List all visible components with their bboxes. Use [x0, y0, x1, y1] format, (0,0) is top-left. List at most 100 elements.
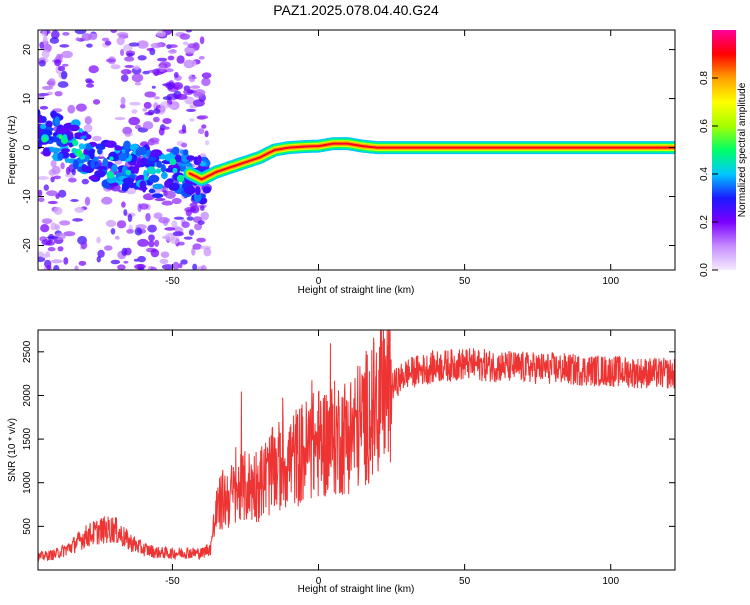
signal-peak — [79, 153, 86, 160]
noise-blob — [84, 196, 91, 206]
noise-blob — [110, 64, 121, 70]
noise-blob — [96, 156, 105, 159]
noise-blob — [41, 218, 53, 225]
signal-blob — [147, 156, 157, 162]
signal-peak — [106, 171, 114, 179]
noise-blob — [61, 70, 68, 80]
y-tick-label: 2000 — [22, 384, 33, 407]
noise-blob — [57, 65, 66, 72]
signal-blob — [156, 160, 162, 168]
colorbar-tick-label: 0.8 — [699, 71, 710, 85]
colorbar-axis: 0.0 0.2 0.4 0.6 0.8 — [699, 71, 718, 277]
noise-blob — [75, 37, 81, 41]
noise-blob — [65, 166, 71, 175]
noise-blob — [167, 55, 175, 61]
noise-blob — [50, 259, 63, 264]
snr-ylabel: SNR (10 * v/v) — [7, 418, 18, 482]
noise-blob — [134, 227, 143, 236]
signal-blob — [111, 164, 118, 173]
noise-blob — [51, 30, 60, 39]
noise-blob — [126, 52, 134, 57]
noise-blob — [38, 93, 50, 96]
signal-blob — [38, 109, 41, 117]
noise-blob — [189, 118, 195, 122]
signal-blob — [97, 148, 103, 155]
signal-blob — [74, 132, 83, 138]
noise-blob — [40, 254, 51, 258]
noise-blob — [105, 58, 116, 63]
noise-blob — [38, 189, 43, 197]
noise-blob — [53, 175, 61, 180]
noise-blob — [170, 49, 176, 53]
noise-blob — [124, 133, 131, 138]
noise-blob — [124, 247, 132, 256]
noise-blob — [203, 247, 212, 257]
noise-blob — [124, 56, 135, 62]
noise-blob — [199, 36, 205, 45]
signal-blob — [108, 179, 113, 184]
noise-blob — [131, 73, 144, 83]
noise-blob — [38, 197, 45, 203]
noise-blob — [149, 137, 160, 143]
noise-blob — [197, 128, 205, 135]
noise-blob — [169, 236, 180, 244]
signal-blob — [121, 185, 129, 192]
noise-blob — [154, 197, 166, 202]
noise-blob — [153, 212, 163, 219]
signal-blob — [60, 148, 71, 153]
noise-blob — [181, 221, 190, 229]
noise-blob — [49, 37, 60, 44]
signal-blob — [199, 161, 207, 167]
noise-blob — [41, 85, 54, 90]
noise-blob — [38, 60, 46, 67]
noise-blob — [120, 96, 126, 105]
noise-blob — [188, 76, 198, 80]
noise-blob — [134, 81, 142, 86]
noise-blob — [158, 217, 170, 224]
signal-peak — [176, 174, 185, 183]
signal-blob — [94, 170, 106, 178]
noise-blob — [127, 213, 133, 223]
noise-blob — [116, 32, 129, 37]
noise-blob — [200, 264, 207, 270]
noise-blob — [63, 257, 69, 265]
signal-blob — [202, 186, 212, 194]
signal-blob — [43, 147, 50, 154]
x-tick-label: 0 — [316, 276, 322, 287]
noise-blob — [51, 165, 61, 175]
noise-blob — [186, 216, 194, 221]
noise-blob — [57, 81, 69, 88]
noise-blob — [74, 30, 87, 35]
signal-peak — [125, 169, 132, 176]
y-tick-label: 20 — [22, 44, 33, 56]
noise-blob — [105, 219, 117, 228]
noise-blob — [59, 44, 70, 48]
noise-blob — [187, 43, 197, 49]
noise-blob — [147, 109, 155, 116]
signal-blob — [96, 165, 108, 171]
noise-blob — [192, 243, 202, 250]
noise-blob — [192, 263, 198, 270]
signal-blob — [152, 183, 164, 190]
noise-blob — [188, 229, 195, 236]
signal-blob — [139, 146, 147, 156]
signal-blob — [45, 120, 53, 129]
signal-blob — [54, 116, 60, 126]
noise-blob — [53, 264, 60, 270]
noise-blob — [158, 127, 165, 136]
noise-blob — [80, 241, 88, 249]
noise-blob — [186, 108, 196, 112]
colorbar-tick-label: 0.2 — [699, 215, 710, 229]
noise-blob — [167, 104, 176, 109]
signal-blob — [38, 114, 44, 124]
y-tick-label: 1000 — [22, 471, 33, 494]
noise-blob — [88, 65, 99, 74]
noise-blob — [201, 124, 207, 129]
noise-blob — [47, 247, 56, 252]
signal-blob — [140, 157, 148, 166]
signal-blob — [68, 124, 80, 132]
noise-blob — [185, 30, 193, 33]
noise-blob — [74, 207, 85, 213]
noise-blob — [150, 42, 163, 49]
